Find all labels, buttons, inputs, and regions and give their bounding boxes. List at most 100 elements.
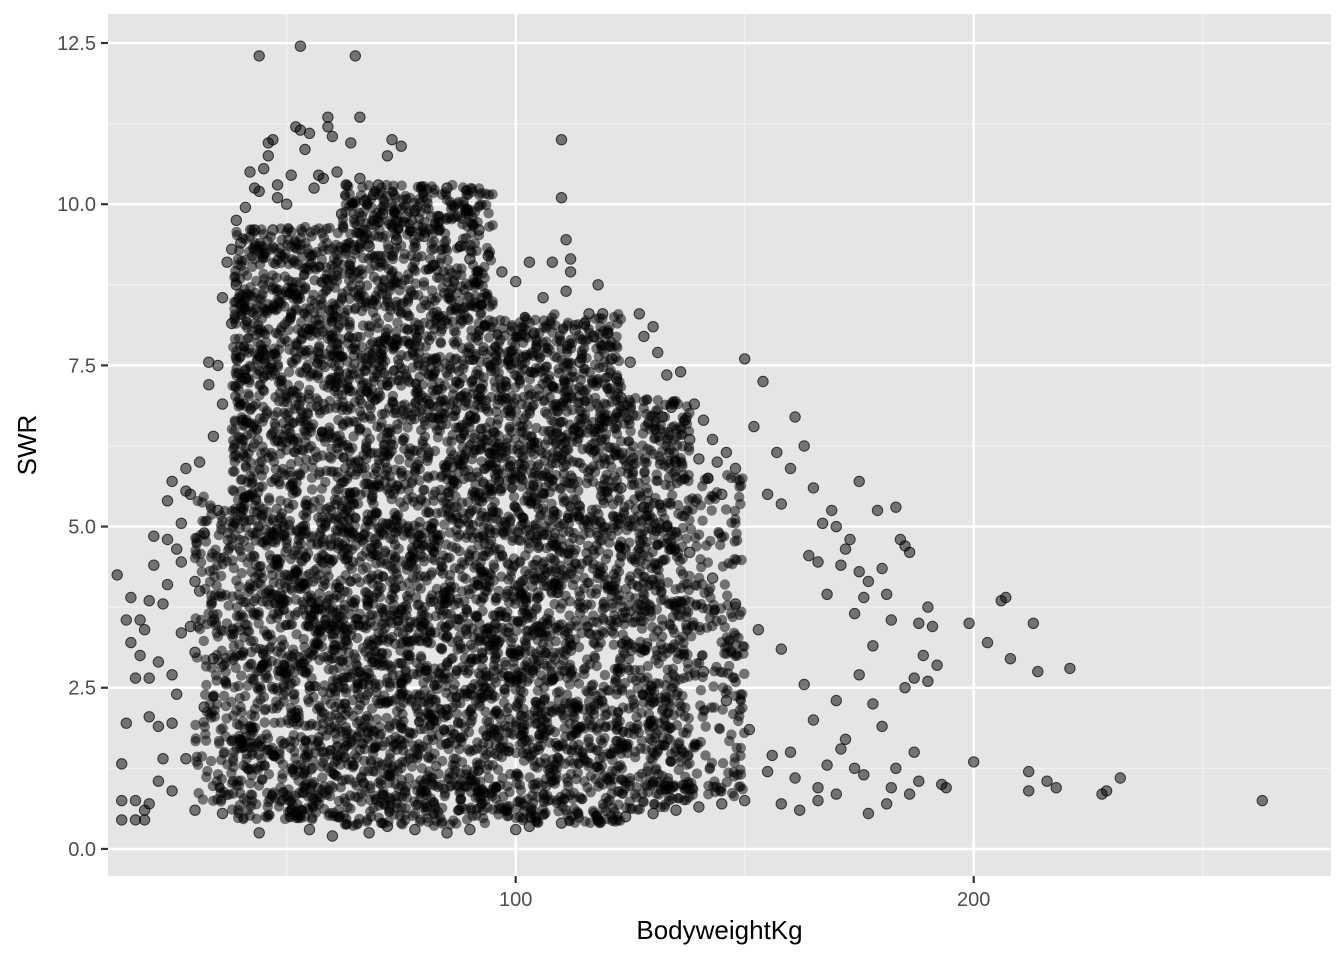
data-point — [410, 378, 422, 389]
data-point — [244, 360, 256, 371]
data-point — [359, 478, 370, 490]
data-point — [457, 586, 468, 597]
data-point — [245, 471, 256, 482]
data-point — [365, 403, 376, 414]
data-point — [429, 236, 440, 247]
data-point — [233, 780, 245, 791]
data-point — [450, 405, 461, 416]
data-point — [336, 435, 347, 446]
data-point — [466, 454, 478, 465]
data-point — [372, 508, 383, 519]
data-point — [471, 245, 482, 256]
data-point — [361, 710, 373, 722]
data-point — [257, 252, 269, 263]
data-point — [383, 695, 394, 707]
data-point — [286, 794, 297, 805]
data-point — [289, 736, 300, 748]
data-point — [353, 704, 364, 715]
data-point — [408, 740, 420, 751]
data-point — [368, 252, 379, 264]
data-point — [406, 761, 418, 772]
data-point — [394, 375, 405, 386]
data-point — [564, 610, 575, 621]
data-point — [430, 486, 441, 497]
data-point — [427, 412, 438, 423]
data-point — [235, 545, 246, 556]
data-point — [424, 507, 435, 518]
data-point — [567, 404, 578, 416]
data-point — [292, 606, 304, 618]
data-point — [251, 762, 262, 774]
data-point — [478, 738, 489, 749]
data-point — [282, 282, 293, 294]
data-point — [392, 317, 403, 328]
data-point — [473, 579, 485, 590]
data-point — [319, 361, 331, 373]
data-point — [457, 571, 468, 583]
data-point — [340, 683, 351, 695]
data-point — [320, 285, 331, 297]
data-point — [388, 609, 400, 621]
data-point — [325, 745, 336, 756]
data-point — [356, 398, 368, 409]
data-point — [291, 239, 303, 250]
major-gridlines — [108, 14, 1331, 876]
data-point — [431, 384, 443, 396]
data-point — [474, 516, 485, 527]
data-point — [479, 319, 490, 330]
data-point — [245, 778, 256, 789]
data-point — [340, 751, 351, 762]
data-point — [427, 544, 438, 555]
data-point — [468, 642, 479, 653]
data-point — [228, 641, 239, 652]
data-point — [309, 261, 320, 273]
data-point — [236, 568, 247, 579]
data-point — [357, 642, 369, 654]
data-point — [475, 383, 486, 394]
data-point — [483, 208, 494, 219]
data-point — [554, 686, 565, 697]
data-point — [364, 433, 376, 444]
data-point — [573, 485, 584, 496]
data-point — [296, 251, 308, 263]
data-point — [229, 682, 240, 693]
data-point — [382, 518, 394, 530]
data-point — [394, 734, 405, 745]
data-point — [250, 642, 261, 654]
data-point — [283, 407, 294, 418]
data-point — [226, 424, 238, 435]
data-point — [454, 457, 465, 468]
data-point — [382, 240, 394, 251]
data-point — [256, 456, 267, 467]
data-point — [429, 679, 440, 691]
data-point — [306, 673, 317, 684]
data-point — [347, 695, 358, 706]
data-point — [331, 338, 343, 349]
data-point — [465, 300, 476, 311]
data-point — [235, 398, 246, 409]
data-point — [380, 612, 391, 623]
data-point — [370, 312, 382, 324]
data-point — [313, 314, 324, 325]
data-point — [300, 720, 311, 731]
data-point — [304, 384, 315, 396]
data-point — [318, 651, 329, 663]
data-point — [430, 627, 441, 638]
data-point — [307, 812, 318, 823]
data-point — [422, 770, 434, 781]
data-point — [440, 703, 452, 715]
data-point — [404, 192, 416, 203]
data-point — [232, 259, 243, 270]
data-point — [467, 183, 478, 195]
data-point — [377, 379, 388, 390]
data-point — [384, 681, 395, 692]
data-point — [354, 813, 365, 825]
data-point — [446, 199, 457, 211]
data-point — [349, 304, 361, 315]
data-point — [275, 735, 287, 747]
data-point — [418, 277, 430, 288]
data-point — [344, 774, 355, 785]
data-point — [407, 347, 418, 358]
data-point — [376, 288, 388, 299]
